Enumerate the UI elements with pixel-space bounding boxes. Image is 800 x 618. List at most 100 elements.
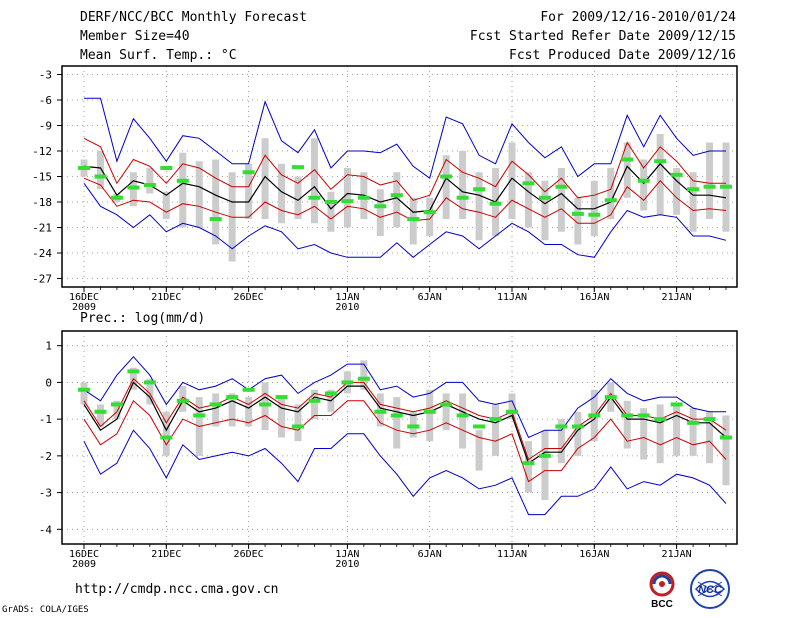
plot-frame [61,330,738,545]
spread-bar [640,159,648,211]
x-tick-label: 16DEC [69,292,99,303]
spread-bar [393,397,401,449]
green-marker [604,395,617,400]
green-marker [703,417,716,422]
green-marker [176,398,189,403]
spread-bar [162,191,170,219]
grads-credit: GrADS: COLA/IGES [2,605,89,615]
bcc-logo: BCC [649,571,675,610]
spread-bar [689,172,697,232]
x-tick-label: 6JAN [418,292,442,303]
green-marker [407,217,420,221]
green-marker [604,198,617,203]
source-url-link[interactable]: http://cmdp.ncc.cma.gov.cn [75,582,279,597]
spread-bar [179,152,187,228]
spread-bar [623,142,631,198]
spread-bar [228,393,236,427]
green-marker [275,395,288,400]
spread-bar [706,142,714,219]
spread-bar [245,397,253,427]
spread-bar [607,168,615,219]
produced-date-label: Fcst Produced Date 2009/12/16 [509,48,736,63]
spread-bar [706,411,714,464]
green-marker [621,157,634,162]
spread-bar [310,138,318,224]
green-marker [226,395,239,400]
green-marker [489,417,502,422]
green-marker [588,413,601,418]
spread-bar [524,172,532,228]
x-tick-label: 21DEC [151,549,181,560]
spread-bar [574,411,582,456]
spread-bar [113,400,121,420]
green-marker [473,424,486,429]
spread-bar [426,197,434,236]
x-tick-label: 26DEC [234,292,264,303]
x-tick-label: 16JAN [579,549,609,560]
min-line [83,183,727,258]
green-marker [292,424,304,429]
green-marker [176,178,189,183]
green-marker [242,387,255,392]
green-marker [78,387,90,392]
green-marker [341,199,354,204]
spread-bar [673,168,681,215]
x-tick-label: 6JAN [418,549,442,560]
green-marker [308,398,321,403]
green-marker [292,165,304,170]
green-marker [209,217,222,221]
y-tick-label: -21 [32,222,52,235]
spread-bar [541,430,549,500]
green-marker [687,420,700,425]
chart-title: DERF/NCC/BCC Monthly Forecast [80,10,307,25]
green-marker [324,391,337,396]
green-marker [341,380,354,385]
y-tick-label: -12 [32,145,52,158]
green-marker [637,413,650,418]
forecast-period-label: For 2009/12/16-2010/01/24 [540,10,736,25]
green-marker [522,181,535,186]
spread-bar [146,168,154,194]
y-tick-label: -4 [39,523,53,536]
y-tick-label: -2 [39,450,52,463]
spread-bar [195,161,203,228]
green-marker [78,166,90,170]
green-marker [456,413,469,418]
spread-bar [96,404,104,427]
green-marker [390,413,403,418]
green-marker [538,453,551,458]
green-marker [423,409,436,414]
y-tick-label: -9 [39,120,52,133]
max-line [83,355,726,439]
spread-bar [327,191,335,232]
x-tick-label: 1JAN [335,292,359,303]
green-marker [407,424,420,429]
x-tick-label: 11JAN [497,549,527,560]
spread-bar [278,397,286,438]
green-marker [160,166,173,170]
spread-bar [294,404,302,442]
green-marker [390,193,403,198]
spread-bar [574,197,582,245]
spread-bar [261,138,269,219]
spread-bar [475,172,483,241]
ensemble-mean-line [83,162,727,213]
x-tick-sublabel: 2009 [72,302,96,313]
upper-spread-line [83,377,727,461]
y-tick-label: -27 [32,273,52,286]
green-marker [670,172,683,177]
spread-bar [212,159,220,245]
spread-bar [673,404,681,456]
green-marker [357,376,370,381]
green-marker [440,174,453,179]
green-marker [588,212,601,217]
lower-spread-line [83,399,727,483]
x-tick-sublabel: 2010 [335,302,359,313]
green-marker [555,184,568,189]
spread-bar [722,415,730,486]
x-tick-sublabel: 2009 [72,559,96,570]
spread-bar [310,389,318,420]
x-tick-label: 21DEC [151,292,181,303]
y-tick-label: -6 [39,94,52,107]
